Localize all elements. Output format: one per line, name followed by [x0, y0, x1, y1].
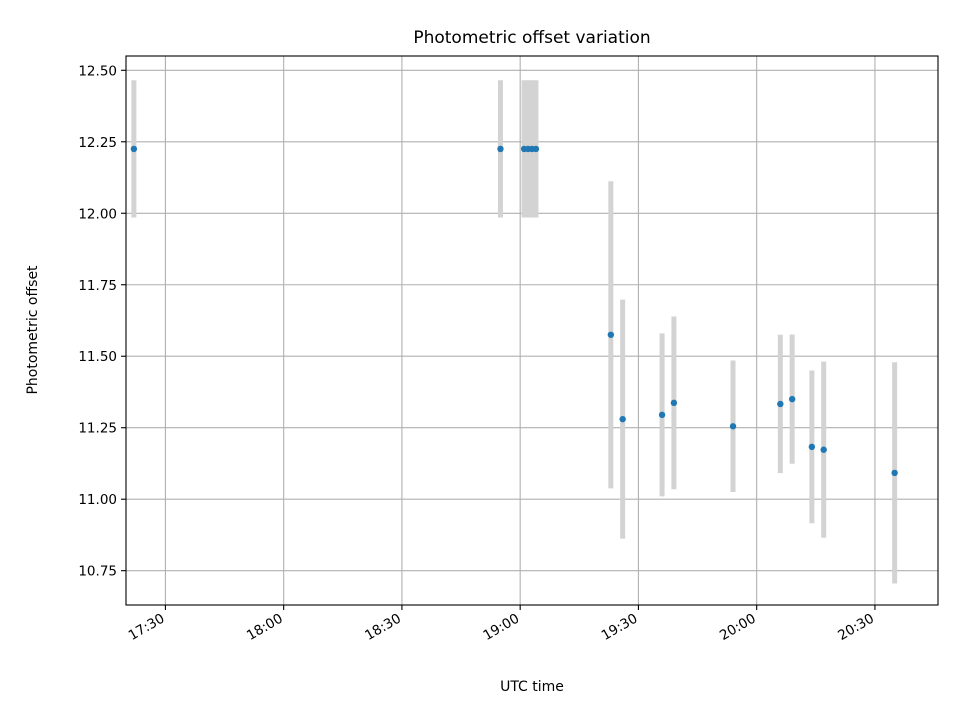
- y-tick-label: 10.75: [78, 564, 117, 580]
- y-tick-label: 12.00: [78, 206, 117, 222]
- data-point: [619, 415, 626, 423]
- data-point: [729, 423, 737, 430]
- y-tick-label: 12.50: [78, 63, 117, 79]
- y-tick-label: 11.75: [78, 278, 117, 294]
- chart-title: Photometric offset variation: [413, 28, 650, 48]
- data-point: [532, 145, 540, 153]
- data-point: [607, 331, 615, 338]
- y-tick-label: 11.25: [78, 421, 117, 437]
- y-axis-label: Photometric offset: [25, 265, 41, 395]
- data-point: [788, 395, 796, 403]
- point-layer: [130, 145, 898, 477]
- y-tick-label: 11.50: [78, 349, 117, 365]
- data-point: [808, 443, 816, 451]
- data-point: [658, 411, 666, 419]
- data-point: [820, 446, 827, 453]
- data-point: [891, 469, 898, 477]
- data-point: [497, 145, 504, 153]
- y-tick-label: 11.00: [78, 492, 117, 508]
- data-point: [777, 400, 784, 408]
- y-tick-label: 12.25: [78, 135, 117, 151]
- data-point: [130, 145, 138, 153]
- plot-frame: [125, 55, 939, 606]
- data-point: [670, 399, 678, 407]
- x-axis-label: UTC time: [500, 679, 564, 695]
